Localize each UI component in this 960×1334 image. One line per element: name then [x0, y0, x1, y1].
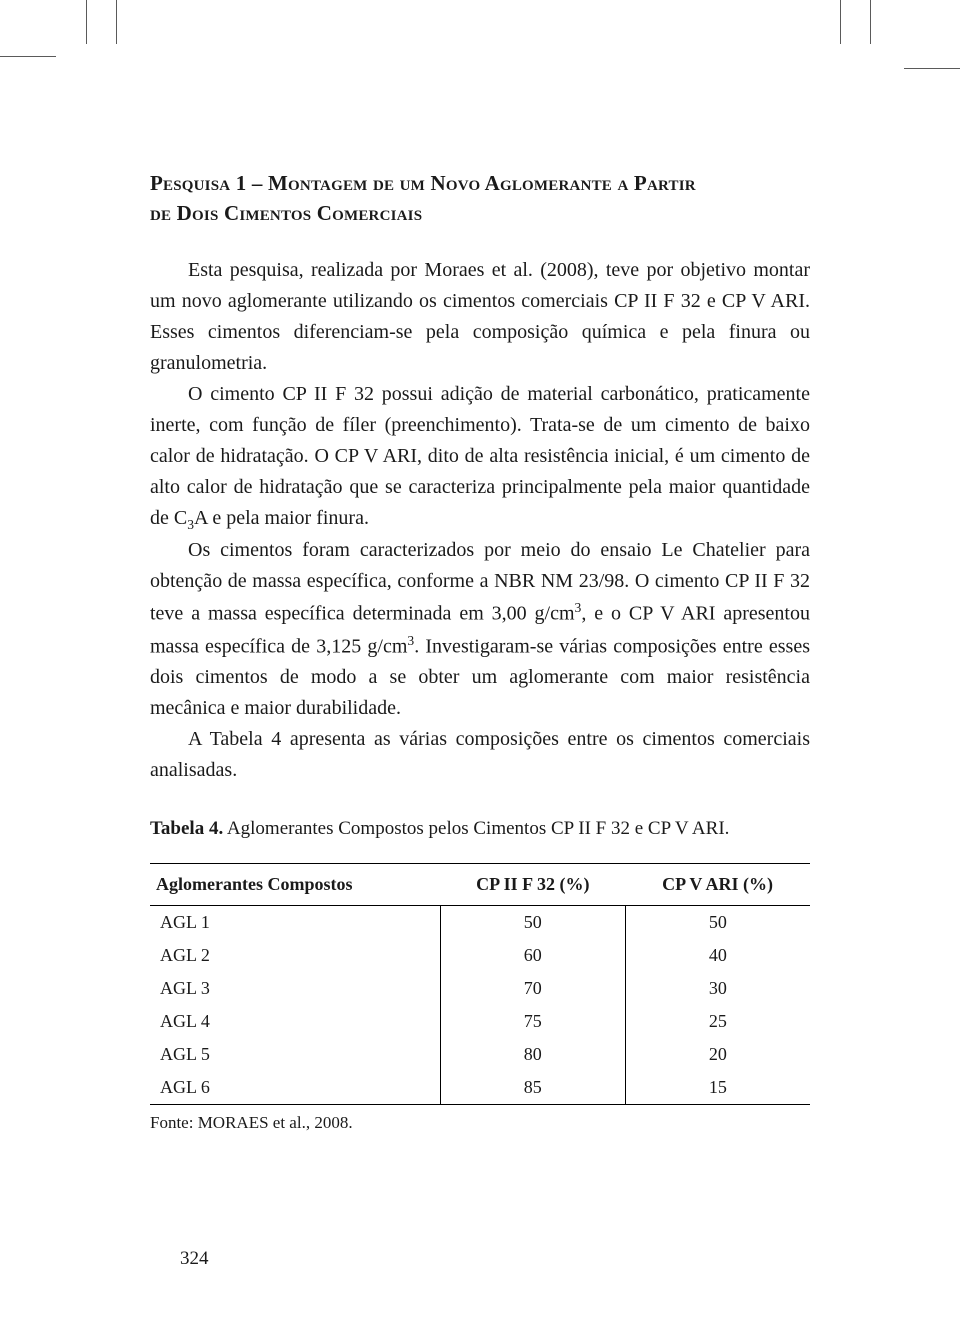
- table-caption-text: Aglomerantes Compostos pelos Cimentos CP…: [223, 818, 729, 839]
- table-body: AGL 1 50 50 AGL 2 60 40 AGL 3 70 30 AGL …: [150, 905, 810, 1104]
- paragraph-3: Os cimentos foram caracterizados por mei…: [150, 535, 810, 724]
- cell: 60: [440, 939, 625, 972]
- cell: 40: [625, 939, 810, 972]
- cell: 85: [440, 1071, 625, 1105]
- crop-mark: [0, 56, 56, 57]
- table-row: AGL 1 50 50: [150, 905, 810, 939]
- cell: AGL 1: [150, 905, 440, 939]
- crop-mark: [840, 0, 841, 44]
- heading-line2: de Dois Cimentos Comerciais: [150, 201, 422, 225]
- crop-mark: [86, 0, 87, 44]
- table-row: AGL 3 70 30: [150, 972, 810, 1005]
- section-heading: Pesquisa 1 – Montagem de um Novo Aglomer…: [150, 168, 810, 229]
- cell: AGL 2: [150, 939, 440, 972]
- cell: AGL 4: [150, 1005, 440, 1038]
- table-row: AGL 5 80 20: [150, 1038, 810, 1071]
- col-header-0: Aglomerantes Compostos: [150, 863, 440, 905]
- paragraph-4-text: A Tabela 4 apresenta as várias composiçõ…: [150, 728, 810, 781]
- col-header-1: CP II F 32 (%): [440, 863, 625, 905]
- paragraph-1: Esta pesquisa, realizada por Moraes et a…: [150, 255, 810, 379]
- paragraph-2b-text: A e pela maior finura.: [194, 507, 369, 529]
- cell: 50: [440, 905, 625, 939]
- table-row: AGL 2 60 40: [150, 939, 810, 972]
- crop-mark: [870, 0, 871, 44]
- table-row: AGL 4 75 25: [150, 1005, 810, 1038]
- heading-line1: Pesquisa 1 – Montagem de um Novo Aglomer…: [150, 171, 696, 195]
- cell: 25: [625, 1005, 810, 1038]
- page-content: Pesquisa 1 – Montagem de um Novo Aglomer…: [150, 168, 810, 1133]
- cell: 50: [625, 905, 810, 939]
- crop-mark: [904, 68, 960, 69]
- col-header-2: CP V ARI (%): [625, 863, 810, 905]
- paragraph-4: A Tabela 4 apresenta as várias composiçõ…: [150, 724, 810, 786]
- cell: 80: [440, 1038, 625, 1071]
- cell: 15: [625, 1071, 810, 1105]
- paragraph-2: O cimento CP II F 32 possui adição de ma…: [150, 379, 810, 535]
- cell: AGL 5: [150, 1038, 440, 1071]
- table-row: AGL 6 85 15: [150, 1071, 810, 1105]
- c3a-subscript: 3: [187, 517, 194, 532]
- table-caption-label: Tabela 4.: [150, 818, 223, 839]
- cell: 70: [440, 972, 625, 1005]
- paragraph-1-text: Esta pesquisa, realizada por Moraes et a…: [150, 259, 810, 374]
- table-source: Fonte: MORAES et al., 2008.: [150, 1113, 810, 1133]
- table-aglomerantes: Aglomerantes Compostos CP II F 32 (%) CP…: [150, 863, 810, 1105]
- cell: AGL 3: [150, 972, 440, 1005]
- cell: 20: [625, 1038, 810, 1071]
- table-header-row: Aglomerantes Compostos CP II F 32 (%) CP…: [150, 863, 810, 905]
- cell: AGL 6: [150, 1071, 440, 1105]
- crop-mark: [116, 0, 117, 44]
- page-number: 324: [180, 1248, 209, 1270]
- table-caption: Tabela 4. Aglomerantes Compostos pelos C…: [150, 816, 810, 843]
- cell: 75: [440, 1005, 625, 1038]
- cell: 30: [625, 972, 810, 1005]
